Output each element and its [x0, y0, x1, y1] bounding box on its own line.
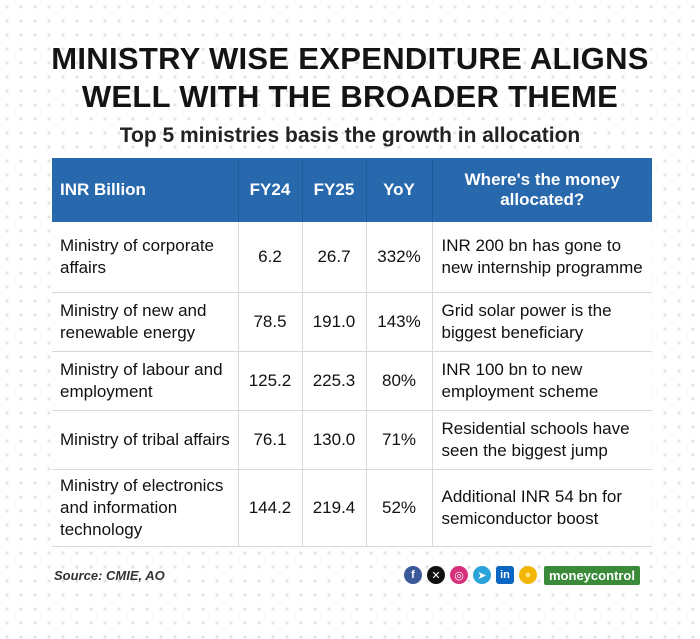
yoy-cell: 71%	[366, 410, 433, 470]
fy25-cell: 130.0	[302, 410, 367, 470]
fy24-cell: 76.1	[238, 410, 303, 470]
header-allocation: Where's the money allocated?	[432, 158, 652, 222]
fy25-cell: 191.0	[302, 292, 367, 352]
fy24-cell: 125.2	[238, 351, 303, 411]
fy24-cell: 78.5	[238, 292, 303, 352]
table-row: Ministry of new and renewable energy 78.…	[52, 292, 652, 352]
table-row: Ministry of electronics and information …	[52, 469, 652, 547]
fy24-cell: 6.2	[238, 222, 303, 293]
table-row: Ministry of corporate affairs 6.2 26.7 3…	[52, 222, 652, 293]
title-line-2: WELL WITH THE BROADER THEME	[81, 79, 619, 114]
allocation-note-cell: INR 100 bn to new employment scheme	[432, 351, 652, 411]
table-header-row: INR Billion FY24 FY25 YoY Where's the mo…	[52, 158, 652, 222]
yoy-cell: 143%	[366, 292, 433, 352]
linkedin-icon[interactable]: in	[496, 566, 514, 584]
instagram-icon[interactable]: ◎	[450, 566, 468, 584]
yoy-cell: 80%	[366, 351, 433, 411]
yoy-cell: 52%	[366, 469, 433, 547]
header-fy24: FY24	[238, 158, 303, 222]
allocation-note-cell: Residential schools have seen the bigges…	[432, 410, 652, 470]
header-fy25: FY25	[302, 158, 367, 222]
social-bar: f ✕ ◎ ➤ in ● moneycontrol	[404, 565, 640, 585]
ministry-table: INR Billion FY24 FY25 YoY Where's the mo…	[52, 158, 652, 547]
facebook-icon[interactable]: f	[404, 566, 422, 584]
fy24-cell: 144.2	[238, 469, 303, 547]
ministry-cell: Ministry of tribal affairs	[52, 410, 239, 470]
telegram-icon[interactable]: ➤	[473, 566, 491, 584]
header-ministry: INR Billion	[52, 158, 239, 222]
fy25-cell: 225.3	[302, 351, 367, 411]
table-row: Ministry of tribal affairs 76.1 130.0 71…	[52, 410, 652, 470]
ministry-cell: Ministry of electronics and information …	[52, 469, 239, 547]
ministry-cell: Ministry of corporate affairs	[52, 222, 239, 293]
x-icon[interactable]: ✕	[427, 566, 445, 584]
ministry-cell: Ministry of labour and employment	[52, 351, 239, 411]
table-row: Ministry of labour and employment 125.2 …	[52, 351, 652, 411]
header-yoy: YoY	[366, 158, 433, 222]
koo-icon[interactable]: ●	[519, 566, 537, 584]
yoy-cell: 332%	[366, 222, 433, 293]
brand-logo: moneycontrol	[544, 565, 640, 585]
allocation-note-cell: Additional INR 54 bn for semiconductor b…	[432, 469, 652, 547]
fy25-cell: 26.7	[302, 222, 367, 293]
fy25-cell: 219.4	[302, 469, 367, 547]
allocation-note-cell: INR 200 bn has gone to new internship pr…	[432, 222, 652, 293]
source-note: Source: CMIE, AO	[54, 568, 165, 583]
title-line-1: MINISTRY WISE EXPENDITURE ALIGNS	[51, 41, 649, 76]
chart-title: MINISTRY WISE EXPENDITURE ALIGNS WELL WI…	[0, 40, 700, 116]
ministry-cell: Ministry of new and renewable energy	[52, 292, 239, 352]
chart-subtitle: Top 5 ministries basis the growth in all…	[119, 124, 581, 147]
allocation-note-cell: Grid solar power is the biggest benefici…	[432, 292, 652, 352]
